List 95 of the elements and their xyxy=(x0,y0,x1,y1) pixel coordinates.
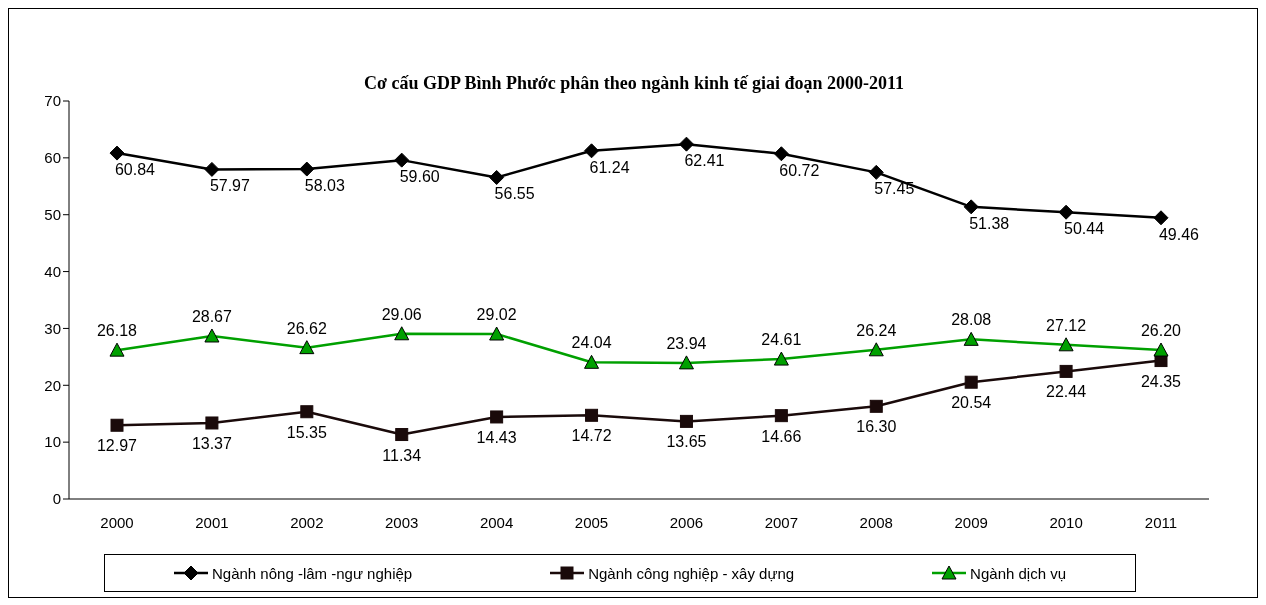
point xyxy=(394,326,410,341)
data-label: 12.97 xyxy=(96,437,138,455)
point xyxy=(204,161,220,177)
data-label: 14.66 xyxy=(761,427,802,445)
point xyxy=(395,428,409,442)
data-label: 58.03 xyxy=(304,177,345,195)
data-label: 56.55 xyxy=(494,185,535,203)
data-label: 14.43 xyxy=(476,428,517,446)
point xyxy=(1058,337,1074,352)
x-tick-label: 2008 xyxy=(859,513,893,531)
y-tick-label: 0 xyxy=(52,490,61,508)
x-tick-label: 2009 xyxy=(954,513,988,531)
point xyxy=(489,169,505,185)
point xyxy=(773,146,789,162)
x-tick-label: 2011 xyxy=(1144,513,1178,531)
point xyxy=(964,375,978,389)
x-tick-label: 2010 xyxy=(1049,513,1083,531)
point xyxy=(204,328,220,343)
data-label: 49.46 xyxy=(1158,225,1200,243)
point xyxy=(1059,364,1073,378)
y-tick-label: 60 xyxy=(44,149,61,167)
x-tick-label: 2000 xyxy=(100,513,134,531)
data-label: 50.44 xyxy=(1064,220,1105,238)
y-tick-label: 30 xyxy=(44,319,61,337)
y-tick-label: 40 xyxy=(44,262,61,280)
y-tick-label: 50 xyxy=(44,206,61,224)
point xyxy=(678,136,694,152)
point xyxy=(774,409,788,423)
data-label: 28.67 xyxy=(191,307,233,325)
data-label: 51.38 xyxy=(969,214,1010,232)
point xyxy=(869,399,883,413)
data-label: 11.34 xyxy=(382,446,422,464)
point xyxy=(773,351,789,366)
data-label: 57.45 xyxy=(874,180,915,198)
point xyxy=(868,342,884,357)
point xyxy=(299,161,315,177)
data-label: 24.04 xyxy=(571,334,612,352)
legend-label: Ngành nông -lâm -ngư nghiệp xyxy=(211,564,413,582)
data-label: 16.30 xyxy=(856,418,897,436)
point xyxy=(585,408,599,422)
x-tick-label: 2001 xyxy=(195,513,229,531)
data-label: 15.35 xyxy=(286,423,327,441)
data-label: 26.62 xyxy=(286,319,327,337)
point xyxy=(963,331,979,346)
point xyxy=(1058,204,1074,220)
data-label: 22.44 xyxy=(1046,383,1087,401)
point xyxy=(299,340,315,355)
point xyxy=(868,164,884,180)
point xyxy=(584,143,600,159)
data-label: 24.61 xyxy=(761,331,802,349)
data-label: 28.08 xyxy=(951,311,992,329)
data-label: 27.12 xyxy=(1046,316,1087,334)
point xyxy=(584,354,600,369)
data-label: 26.18 xyxy=(96,322,138,340)
point xyxy=(394,152,410,168)
chart-title: Cơ cấu GDP Bình Phước phân theo ngành kinh tế giai đoạn 2000-2011 xyxy=(363,73,905,94)
data-label: 62.41 xyxy=(684,152,725,170)
data-label: 26.24 xyxy=(856,321,897,339)
point xyxy=(205,416,219,430)
x-tick-label: 2002 xyxy=(290,513,324,531)
point xyxy=(490,410,504,424)
data-label: 26.20 xyxy=(1140,322,1182,340)
point xyxy=(678,355,694,370)
point xyxy=(1153,342,1169,357)
data-label: 13.37 xyxy=(191,434,233,452)
point xyxy=(1153,210,1169,226)
point xyxy=(963,199,979,215)
point xyxy=(489,326,505,341)
x-tick-label: 2006 xyxy=(669,513,704,531)
legend-label: Ngành dịch vụ xyxy=(970,564,1067,582)
point xyxy=(109,145,125,161)
x-tick-label: 2005 xyxy=(574,513,609,531)
x-tick-label: 2007 xyxy=(764,513,799,531)
data-label: 60.72 xyxy=(779,161,820,179)
y-tick-label: 20 xyxy=(44,376,61,394)
point xyxy=(300,405,314,419)
x-tick-label: 2003 xyxy=(385,513,419,531)
data-label: 61.24 xyxy=(589,158,630,176)
data-label: 29.06 xyxy=(381,305,422,323)
data-label: 23.94 xyxy=(666,334,707,352)
point xyxy=(109,342,125,357)
data-label: 59.60 xyxy=(399,168,440,186)
data-label: 60.84 xyxy=(114,161,156,179)
point xyxy=(679,414,693,428)
data-label: 14.72 xyxy=(571,427,612,445)
point xyxy=(110,418,124,432)
data-label: 24.35 xyxy=(1140,372,1182,390)
legend-label: Ngành công nghiệp - xây dựng xyxy=(588,564,795,582)
y-tick-label: 10 xyxy=(44,433,61,451)
y-tick-label: 70 xyxy=(44,92,61,110)
data-label: 20.54 xyxy=(951,394,992,412)
data-label: 29.02 xyxy=(476,306,517,323)
x-tick-label: 2004 xyxy=(479,513,514,531)
data-label: 57.97 xyxy=(209,177,251,195)
data-label: 13.65 xyxy=(666,433,707,451)
